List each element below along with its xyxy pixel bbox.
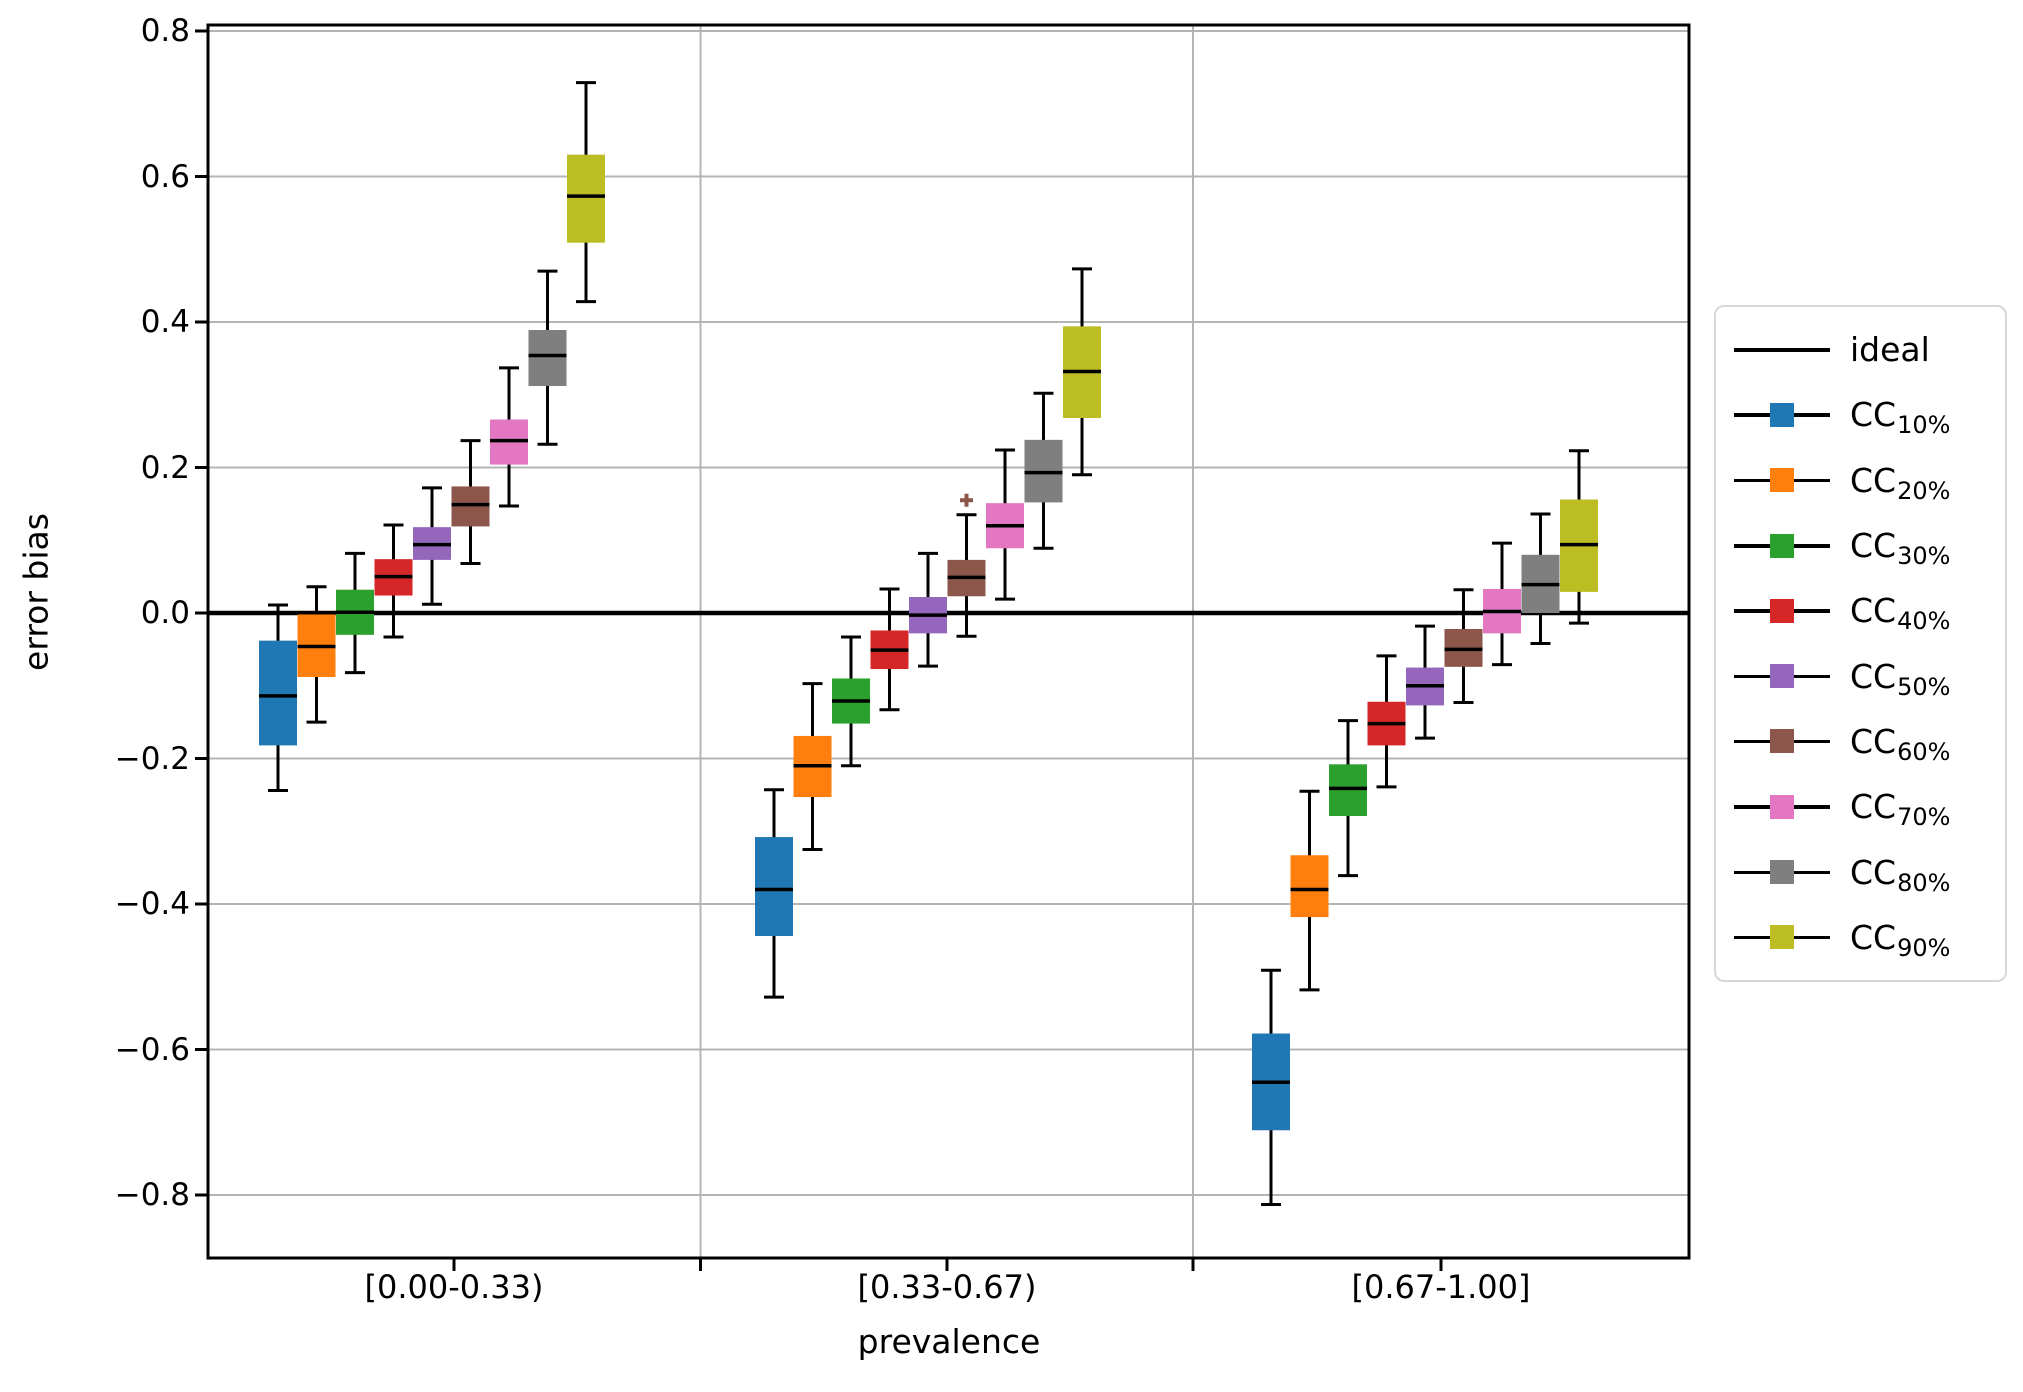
legend-item-cc50: CC50% bbox=[1716, 644, 2005, 708]
box-CC60%-group1 bbox=[451, 486, 490, 527]
box-marker-sample bbox=[1734, 662, 1830, 690]
box-CC90%-group1 bbox=[567, 154, 605, 243]
box-marker-sample bbox=[1734, 793, 1830, 821]
x-tick-label-group2: [0.33-0.67) bbox=[857, 1268, 1037, 1306]
x-axis-label: prevalence bbox=[857, 1322, 1041, 1361]
x-tick-label-group1: [0.00-0.33) bbox=[364, 1268, 544, 1306]
box-marker-sample bbox=[1734, 401, 1830, 429]
y-tick-label: −0.2 bbox=[114, 740, 190, 777]
box-CC60%-group2-flier bbox=[964, 493, 969, 507]
box-CC10%-group2 bbox=[755, 837, 793, 937]
y-tick-label: −0.8 bbox=[114, 1177, 190, 1213]
legend-item-ideal: ideal bbox=[1716, 318, 2005, 382]
box-marker-sample bbox=[1734, 858, 1830, 886]
box-CC30%-group3 bbox=[1329, 764, 1367, 816]
y-tick-label: −0.4 bbox=[114, 886, 190, 922]
legend-item-cc80: CC80% bbox=[1716, 840, 2005, 904]
box-marker-sample bbox=[1734, 597, 1830, 625]
legend-item-cc10: CC10% bbox=[1716, 383, 2005, 447]
legend: ideal CC10% CC20% CC30% CC40% CC50% CC60… bbox=[1714, 305, 2007, 982]
box-CC80%-group1 bbox=[528, 330, 567, 387]
legend-item-cc40: CC40% bbox=[1716, 579, 2005, 643]
box-marker-sample bbox=[1734, 466, 1830, 494]
ideal-line-sample bbox=[1734, 336, 1830, 364]
y-tick-label: −0.6 bbox=[114, 1031, 190, 1068]
legend-item-cc90: CC90% bbox=[1716, 905, 2005, 969]
box-CC20%-group3 bbox=[1290, 855, 1329, 918]
box-marker-sample bbox=[1734, 727, 1830, 755]
y-axis-label: error bias bbox=[16, 513, 56, 671]
y-tick-label: 0.0 bbox=[140, 595, 190, 631]
y-tick-label: 0.2 bbox=[140, 449, 190, 486]
legend-item-cc60: CC60% bbox=[1716, 709, 2005, 773]
box-marker-sample bbox=[1734, 532, 1830, 560]
y-tick-label: 0.4 bbox=[140, 304, 190, 340]
legend-item-cc30: CC30% bbox=[1716, 514, 2005, 578]
y-tick-label: 0.6 bbox=[140, 158, 190, 195]
box-marker-sample bbox=[1734, 923, 1830, 951]
legend-item-cc20: CC20% bbox=[1716, 448, 2005, 512]
legend-item-cc70: CC70% bbox=[1716, 775, 2005, 839]
box-CC10%-group1 bbox=[259, 640, 297, 746]
y-tick-label: 0.8 bbox=[140, 13, 190, 49]
x-tick-label-group3: [0.67-1.00] bbox=[1351, 1268, 1531, 1306]
